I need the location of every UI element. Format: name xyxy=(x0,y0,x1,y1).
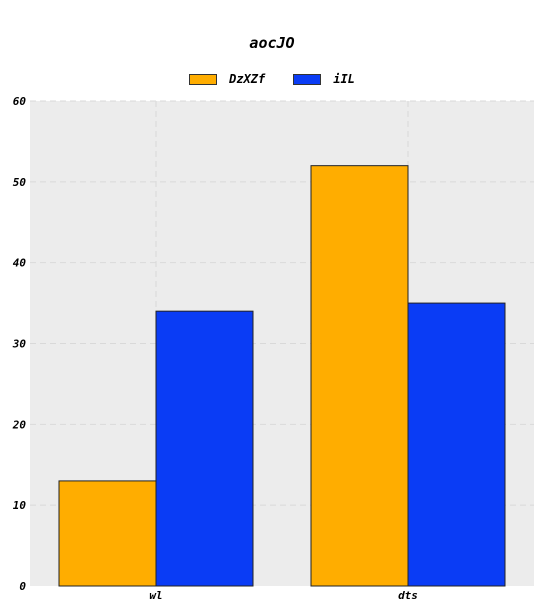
bars xyxy=(58,165,506,587)
y-tick-label: 0 xyxy=(19,580,26,593)
y-tick-label: 30 xyxy=(12,338,27,351)
x-tick-label: wl xyxy=(149,589,162,602)
chart-title: aocJO xyxy=(249,34,295,52)
y-tick-label: 50 xyxy=(13,176,27,189)
legend-item-series-2: iIL xyxy=(293,72,355,86)
bar-DzXZf-dts xyxy=(310,165,409,587)
y-tick-label: 60 xyxy=(13,95,27,108)
bar-iIL-dts xyxy=(407,302,506,587)
bar-DzXZf-wl xyxy=(58,480,157,587)
legend-swatch-series-1 xyxy=(189,73,218,85)
x-axis-ticks: wl dts xyxy=(149,589,418,602)
bar-iIL-wl xyxy=(155,310,254,587)
legend-label-series-2: iIL xyxy=(333,72,355,86)
legend-swatch-series-2 xyxy=(293,73,322,85)
y-tick-label: 40 xyxy=(13,257,27,270)
y-axis-ticks: 0 10 20 30 40 50 60 xyxy=(12,95,27,593)
x-tick-label: dts xyxy=(398,589,418,602)
legend: DzXZf iIL xyxy=(0,72,544,86)
y-tick-label: 20 xyxy=(12,418,27,431)
legend-label-series-1: DzXZf xyxy=(229,72,266,86)
legend-item-series-1: DzXZf xyxy=(189,72,265,86)
y-tick-label: 10 xyxy=(13,499,27,512)
